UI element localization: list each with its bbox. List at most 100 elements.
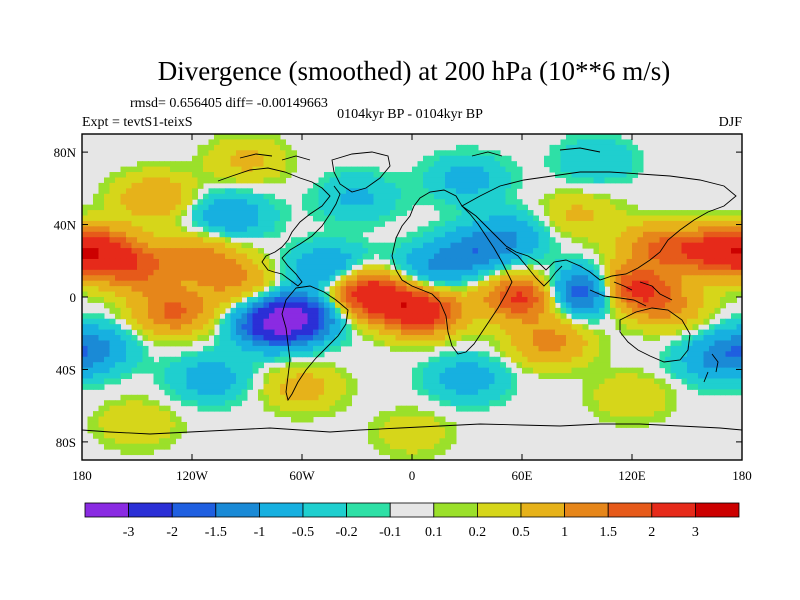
field-cell — [115, 351, 121, 358]
field-cell — [643, 378, 649, 385]
field-cell — [467, 356, 473, 363]
field-cell — [439, 150, 446, 157]
field-cell — [681, 307, 688, 314]
experiment-label: Expt = tevtS1-teixS — [82, 115, 193, 130]
field-cell — [291, 411, 297, 418]
field-cell — [621, 269, 627, 276]
field-cell — [643, 383, 649, 390]
field-cell — [615, 199, 622, 206]
field-cell — [483, 389, 490, 396]
field-cell — [555, 269, 561, 276]
field-cell — [368, 182, 374, 189]
field-cell — [434, 242, 440, 249]
field-cell — [104, 188, 110, 195]
field-cell — [566, 215, 572, 222]
field-cell — [599, 204, 605, 211]
field-cell — [478, 220, 484, 227]
field-cell — [263, 253, 270, 260]
field-cell — [192, 324, 198, 331]
field-cell — [648, 280, 655, 287]
field-cell — [170, 356, 176, 363]
field-cell — [709, 242, 715, 249]
field-cell — [340, 318, 347, 325]
field-cell — [197, 220, 204, 227]
field-cell — [137, 204, 143, 211]
field-cell — [450, 373, 457, 379]
field-cell — [522, 335, 528, 341]
field-cell — [104, 345, 110, 352]
field-cell — [313, 275, 319, 282]
field-cell — [280, 150, 286, 157]
field-cell — [654, 226, 660, 233]
field-cell — [456, 177, 462, 184]
field-cell — [219, 161, 226, 168]
field-cell — [307, 383, 314, 390]
field-cell — [384, 269, 391, 276]
field-cell — [412, 264, 418, 271]
field-cell — [153, 253, 160, 260]
field-cell — [241, 378, 248, 385]
field-cell — [527, 210, 534, 216]
field-cell — [439, 324, 446, 331]
field-cell — [478, 237, 484, 244]
field-cell — [318, 269, 325, 276]
field-cell — [461, 291, 468, 298]
field-cell — [456, 199, 462, 206]
field-cell — [219, 269, 226, 276]
field-cell — [379, 432, 385, 439]
field-cell — [98, 351, 105, 358]
field-cell — [351, 307, 358, 314]
field-cell — [263, 405, 270, 412]
field-cell — [544, 302, 550, 309]
field-cell — [93, 297, 99, 303]
field-cell — [104, 411, 110, 418]
field-cell — [368, 297, 374, 303]
field-cell — [450, 204, 457, 211]
field-cell — [538, 356, 545, 363]
field-cell — [362, 248, 369, 255]
field-cell — [395, 313, 402, 320]
field-cell — [511, 199, 517, 206]
field-cell — [214, 264, 220, 271]
field-cell — [588, 340, 594, 347]
field-cell — [324, 210, 330, 216]
field-cell — [192, 351, 198, 358]
field-cell — [450, 302, 457, 309]
field-cell — [494, 166, 501, 173]
field-cell — [208, 324, 215, 331]
field-cell — [511, 318, 517, 325]
field-cell — [577, 199, 583, 206]
field-cell — [280, 220, 286, 227]
field-cell — [434, 389, 440, 396]
field-cell — [434, 161, 440, 168]
field-cell — [599, 237, 605, 244]
field-cell — [302, 253, 308, 260]
field-cell — [648, 324, 655, 331]
field-cell — [126, 231, 132, 238]
field-cell — [494, 258, 501, 265]
field-cell — [291, 394, 297, 401]
field-cell — [527, 237, 534, 244]
field-cell — [566, 155, 572, 162]
field-cell — [461, 258, 468, 265]
field-cell — [98, 421, 105, 428]
field-cell — [681, 324, 688, 331]
field-cell — [571, 231, 578, 238]
field-cell — [236, 324, 242, 331]
field-cell — [698, 291, 704, 298]
field-cell — [621, 373, 627, 379]
colorbar-label: 0.2 — [469, 525, 487, 540]
field-cell — [285, 253, 292, 260]
field-cell — [186, 280, 193, 287]
field-cell — [137, 177, 143, 184]
field-cell — [698, 318, 704, 325]
field-cell — [599, 340, 605, 347]
field-cell — [714, 291, 721, 298]
field-cell — [258, 329, 264, 336]
field-cell — [225, 400, 231, 407]
field-cell — [247, 275, 253, 282]
field-cell — [450, 432, 457, 439]
field-cell — [544, 324, 550, 331]
field-cell — [324, 362, 330, 369]
field-cell — [362, 204, 369, 211]
